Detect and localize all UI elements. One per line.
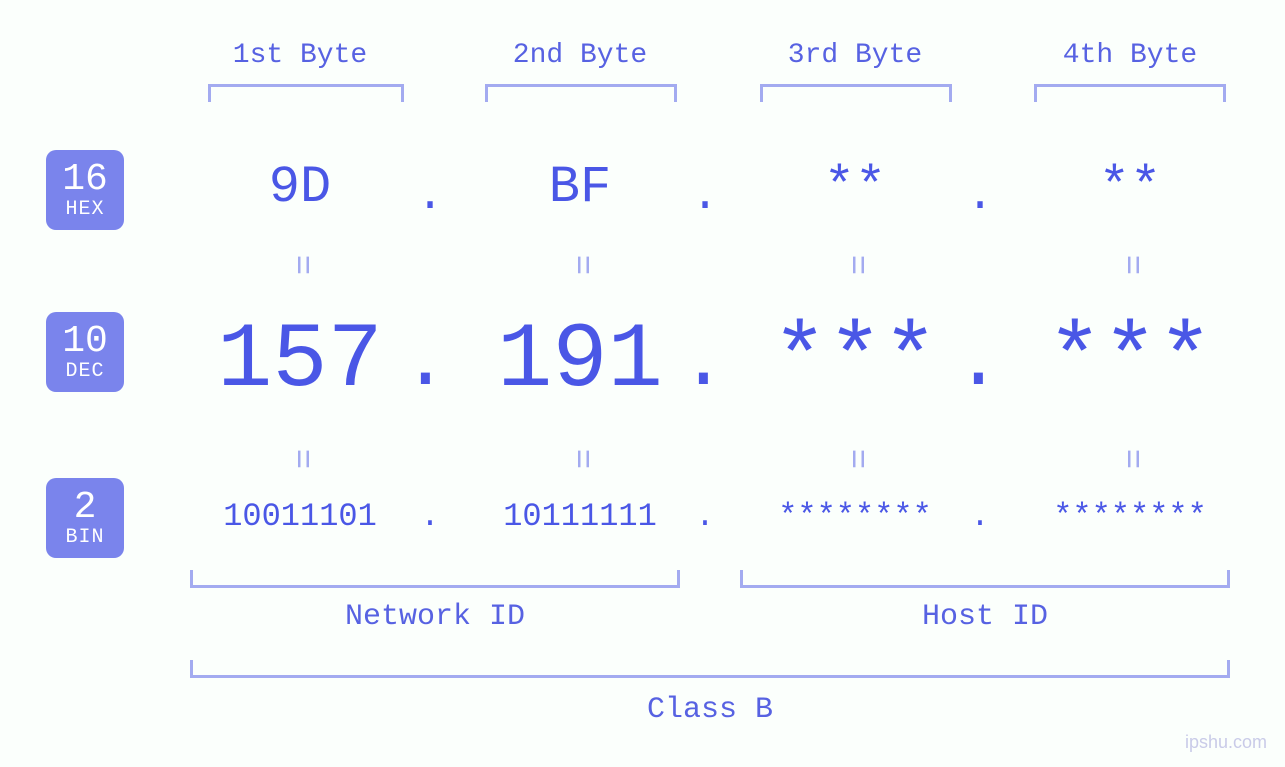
network-id-label: Network ID [190,600,680,634]
byte-label-3: 3rd Byte [755,40,955,71]
dec-byte-1: 157 [180,308,420,413]
eq-1-2: = [561,245,599,285]
bin-byte-4: ******** [1010,498,1250,535]
eq-1-1: = [281,245,319,285]
dec-byte-3: *** [735,308,975,413]
ip-address-diagram: 16 HEX 10 DEC 2 BIN 1st Byte 2nd Byte 3r… [0,0,1285,767]
badge-dec-num: 10 [62,322,108,362]
badge-dec-name: DEC [65,361,104,382]
top-bracket-2 [485,84,677,102]
badge-hex: 16 HEX [46,150,124,230]
host-id-label: Host ID [740,600,1230,634]
badge-bin-name: BIN [65,527,104,548]
eq-1-3: = [836,245,874,285]
eq-1-4: = [1111,245,1149,285]
byte-label-1: 1st Byte [200,40,400,71]
bin-dot-1: . [410,498,450,535]
dec-dot-2: . [680,320,720,408]
bin-byte-1: 10011101 [180,498,420,535]
eq-2-4: = [1111,439,1149,479]
top-bracket-1 [208,84,404,102]
eq-2-2: = [561,439,599,479]
hex-dot-2: . [685,170,725,222]
hex-dot-1: . [410,170,450,222]
byte-label-4: 4th Byte [1030,40,1230,71]
bin-byte-3: ******** [735,498,975,535]
dec-byte-4: *** [1010,308,1250,413]
badge-bin: 2 BIN [46,478,124,558]
class-label: Class B [190,693,1230,727]
top-bracket-4 [1034,84,1226,102]
badge-bin-num: 2 [74,488,97,528]
watermark: ipshu.com [1185,732,1267,753]
dec-dot-1: . [402,320,442,408]
bin-dot-2: . [685,498,725,535]
badge-dec: 10 DEC [46,312,124,392]
eq-2-1: = [281,439,319,479]
top-bracket-3 [760,84,952,102]
host-id-bracket [740,570,1230,588]
bin-byte-2: 10111111 [460,498,700,535]
eq-2-3: = [836,439,874,479]
network-id-bracket [190,570,680,588]
byte-label-2: 2nd Byte [480,40,680,71]
hex-byte-4: ** [1030,158,1230,217]
badge-hex-name: HEX [65,199,104,220]
hex-byte-3: ** [755,158,955,217]
class-bracket [190,660,1230,678]
badge-hex-num: 16 [62,160,108,200]
dec-byte-2: 191 [460,308,700,413]
hex-dot-3: . [960,170,1000,222]
dec-dot-3: . [955,320,995,408]
hex-byte-2: BF [480,158,680,217]
bin-dot-3: . [960,498,1000,535]
hex-byte-1: 9D [200,158,400,217]
